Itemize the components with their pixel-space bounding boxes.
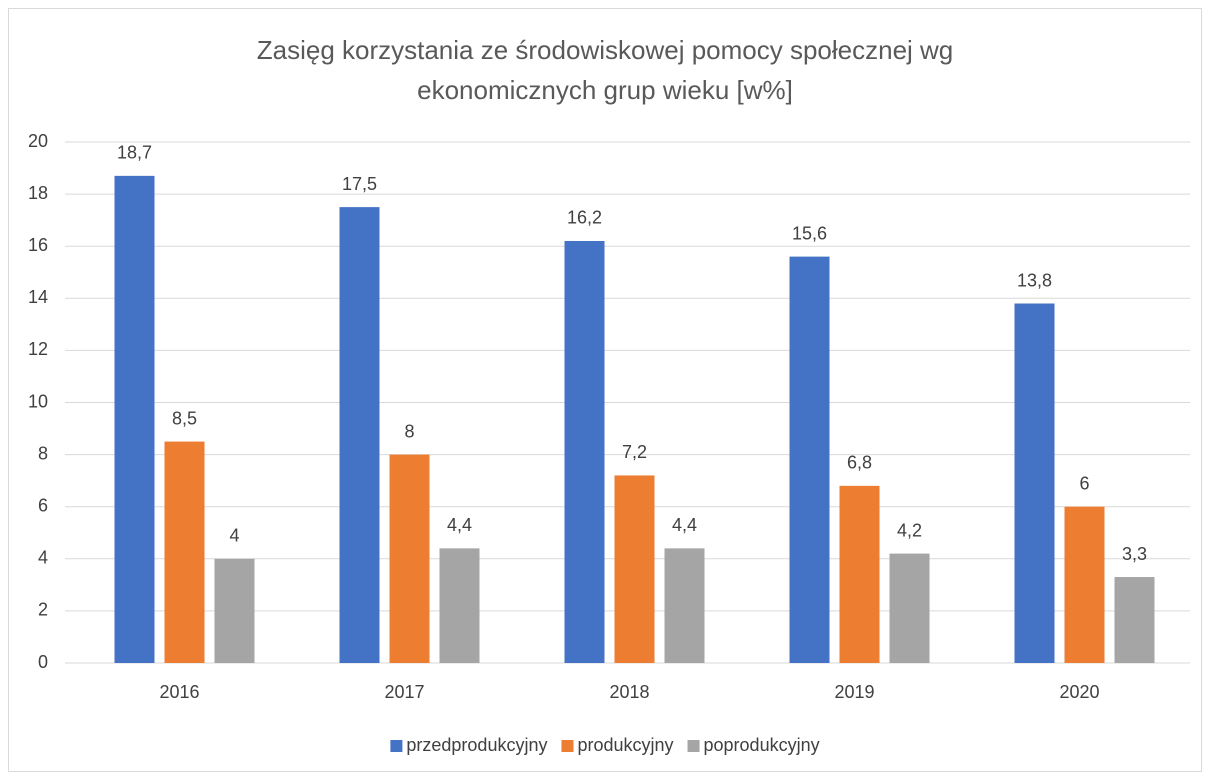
bar — [114, 175, 155, 664]
bar — [789, 256, 830, 663]
legend-swatch — [687, 740, 700, 752]
data-label: 8 — [404, 421, 414, 441]
bar — [664, 548, 705, 663]
bar — [839, 485, 880, 663]
data-label: 6 — [1079, 473, 1089, 493]
bar — [1064, 506, 1105, 663]
data-label: 4 — [229, 526, 239, 546]
x-tick-label: 2020 — [1059, 682, 1099, 702]
y-tick-label: 12 — [28, 339, 48, 359]
data-label: 15,6 — [792, 223, 827, 243]
data-label: 4,4 — [447, 515, 472, 535]
bar — [1114, 577, 1155, 663]
x-tick-label: 2017 — [384, 682, 424, 702]
y-tick-label: 18 — [28, 183, 48, 203]
data-label: 18,7 — [117, 143, 152, 163]
data-label: 4,2 — [897, 520, 922, 540]
data-label: 3,3 — [1122, 544, 1147, 564]
bar — [214, 558, 255, 663]
bar — [614, 475, 655, 663]
x-tick-label: 2018 — [609, 682, 649, 702]
legend-label: produkcyjny — [577, 735, 673, 755]
legend-label: poprodukcyjny — [704, 735, 820, 755]
bar — [389, 454, 430, 663]
data-label: 4,4 — [672, 515, 697, 535]
data-label: 16,2 — [567, 208, 602, 228]
y-tick-label: 16 — [28, 235, 48, 255]
bar — [439, 548, 480, 663]
data-label: 7,2 — [622, 442, 647, 462]
y-tick-label: 20 — [28, 131, 48, 151]
legend-swatch — [390, 740, 403, 752]
x-tick-label: 2016 — [159, 682, 199, 702]
data-label: 17,5 — [342, 174, 377, 194]
chart-border — [8, 8, 1202, 772]
bar — [164, 441, 205, 663]
data-label: 6,8 — [847, 453, 872, 473]
y-tick-label: 6 — [38, 495, 48, 515]
y-tick-label: 10 — [28, 391, 48, 411]
y-tick-label: 2 — [38, 600, 48, 620]
legend-label: przedprodukcyjny — [406, 735, 547, 755]
y-tick-label: 4 — [38, 548, 48, 568]
bar — [564, 240, 605, 664]
data-label: 8,5 — [172, 408, 197, 428]
y-tick-label: 14 — [28, 287, 48, 307]
data-label: 13,8 — [1017, 270, 1052, 290]
y-tick-label: 0 — [38, 652, 48, 672]
y-tick-label: 8 — [38, 443, 48, 463]
bar — [339, 207, 380, 663]
bar — [889, 553, 930, 663]
x-tick-label: 2019 — [834, 682, 874, 702]
bar — [1014, 303, 1055, 663]
legend-swatch — [561, 740, 574, 752]
chart-title: Zasięg korzystania ze środowiskowej pomo… — [256, 35, 954, 105]
